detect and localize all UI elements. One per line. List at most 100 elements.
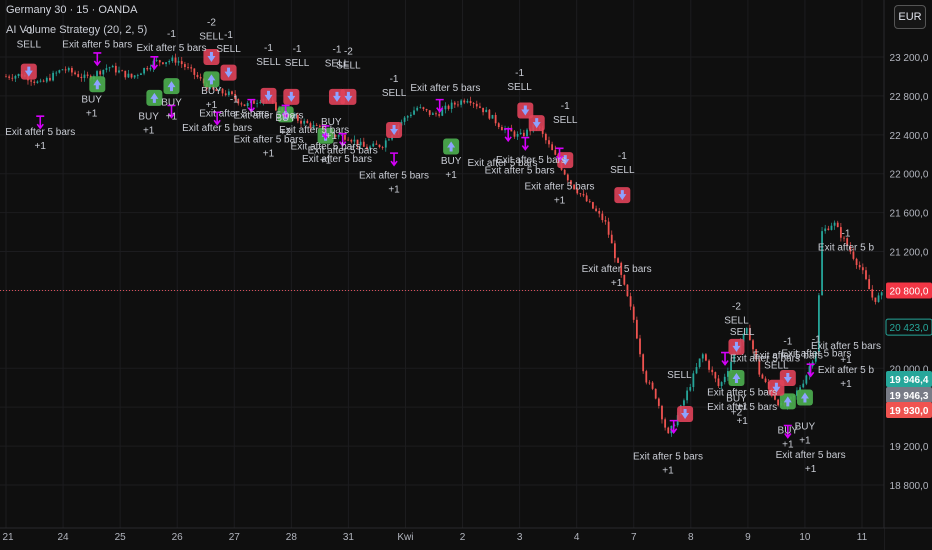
candle xyxy=(761,374,764,379)
candle xyxy=(877,295,880,302)
exit-marker-icon[interactable] xyxy=(504,128,513,143)
candle xyxy=(774,395,776,400)
sell-marker[interactable] xyxy=(260,87,277,104)
sell-marker[interactable] xyxy=(283,88,300,105)
exit-marker-icon[interactable] xyxy=(247,98,256,113)
exit-marker-icon[interactable] xyxy=(338,132,347,148)
exit-label: Exit after 5 bars xyxy=(182,123,252,134)
buy-marker[interactable] xyxy=(89,76,106,93)
candle xyxy=(601,213,604,221)
sell-quantity: -1 xyxy=(224,30,233,41)
price-tag xyxy=(886,387,932,403)
sell-marker[interactable] xyxy=(614,187,631,204)
candle xyxy=(469,101,472,104)
sell-marker[interactable] xyxy=(517,102,534,119)
exit-marker-icon[interactable] xyxy=(150,56,159,71)
exit-marker-icon[interactable] xyxy=(167,104,176,119)
exit-label: Exit after 5 b xyxy=(818,243,875,254)
buy-marker[interactable] xyxy=(796,389,813,406)
candle xyxy=(237,99,240,104)
candle xyxy=(833,222,836,226)
candle xyxy=(755,349,758,360)
price-scale[interactable] xyxy=(884,0,932,550)
sell-label: SELL xyxy=(336,61,361,72)
candle xyxy=(36,81,39,83)
buy-quantity: +2 xyxy=(731,407,743,418)
exit-quantity: +1 xyxy=(263,149,275,160)
sell-marker[interactable] xyxy=(20,63,37,80)
candle xyxy=(118,70,120,73)
exit-marker-icon[interactable] xyxy=(390,152,399,167)
arrow-up-icon xyxy=(783,396,792,407)
exit-marker-icon[interactable] xyxy=(669,419,678,434)
candle xyxy=(651,382,654,389)
candle xyxy=(136,74,139,76)
sell-marker[interactable] xyxy=(779,370,796,386)
exit-marker-icon[interactable] xyxy=(321,125,330,140)
sell-marker[interactable] xyxy=(557,152,574,169)
candle xyxy=(435,113,437,115)
candle xyxy=(438,114,441,116)
x-tick-label: 26 xyxy=(172,532,184,543)
buy-quantity: +2 xyxy=(280,127,292,138)
buy-marker[interactable] xyxy=(163,78,180,95)
candle xyxy=(629,296,632,307)
candle xyxy=(366,146,368,150)
candle xyxy=(705,354,707,361)
buy-marker[interactable] xyxy=(203,71,220,88)
exit-quantity: +1 xyxy=(840,379,852,390)
sell-marker[interactable] xyxy=(677,405,694,422)
buy-marker[interactable] xyxy=(443,138,460,155)
candle xyxy=(39,80,42,82)
candle xyxy=(635,319,638,339)
strategy-legend[interactable]: AI Volume Strategy (20, 2, 5) xyxy=(6,24,148,36)
sell-marker[interactable] xyxy=(728,338,745,355)
x-tick-label: 31 xyxy=(343,532,355,543)
exit-label: Exit after 5 bars xyxy=(199,108,269,119)
exit-marker-icon[interactable] xyxy=(93,52,102,67)
candle xyxy=(830,225,833,230)
exit-marker-icon[interactable] xyxy=(721,351,730,366)
time-scale[interactable] xyxy=(0,528,884,550)
last-price-tag xyxy=(885,318,932,336)
sell-marker[interactable] xyxy=(528,115,545,132)
candle xyxy=(165,62,167,64)
sell-marker[interactable] xyxy=(386,121,403,138)
y-tick-label: 21 600,0 xyxy=(890,209,929,220)
exit-label: Exit after 5 bars xyxy=(359,171,429,182)
candle xyxy=(488,109,491,119)
exit-marker-icon[interactable] xyxy=(36,115,45,130)
candle xyxy=(334,135,337,137)
sell-label: SELL xyxy=(764,360,789,371)
exit-label: Exit after 5 bars xyxy=(776,450,846,461)
currency-button[interactable]: EUR xyxy=(894,5,926,29)
exit-quantity: +1 xyxy=(320,155,332,166)
sell-quantity: -1 xyxy=(333,45,342,56)
buy-marker[interactable] xyxy=(728,370,745,386)
exit-label: Exit after 5 bars xyxy=(707,402,777,413)
exit-marker-icon[interactable] xyxy=(213,111,222,126)
y-tick-label: 19 200,0 xyxy=(890,442,929,453)
exit-label: Exit after 5 bars xyxy=(485,166,555,177)
sell-marker[interactable] xyxy=(203,49,220,65)
candle xyxy=(491,114,494,119)
exit-marker-icon[interactable] xyxy=(435,98,444,113)
exit-marker-icon[interactable] xyxy=(783,424,792,439)
exit-marker-icon[interactable] xyxy=(521,136,530,151)
y-tick-label: 22 800,0 xyxy=(890,92,929,103)
exit-label: Exit after 5 bars xyxy=(811,341,881,352)
buy-marker[interactable] xyxy=(779,393,796,410)
sell-marker[interactable] xyxy=(340,88,357,105)
exit-marker-icon[interactable] xyxy=(281,104,290,119)
candle xyxy=(413,110,415,115)
buy-quantity: +1 xyxy=(86,109,98,120)
arrow-up-icon xyxy=(93,79,102,90)
candle xyxy=(645,371,648,383)
sell-label: SELL xyxy=(216,44,241,55)
sell-marker[interactable] xyxy=(220,64,237,81)
arrow-down-icon xyxy=(344,91,353,102)
buy-marker[interactable] xyxy=(146,89,163,106)
exit-marker-icon[interactable] xyxy=(555,147,564,162)
exit-marker-icon[interactable] xyxy=(806,363,815,378)
